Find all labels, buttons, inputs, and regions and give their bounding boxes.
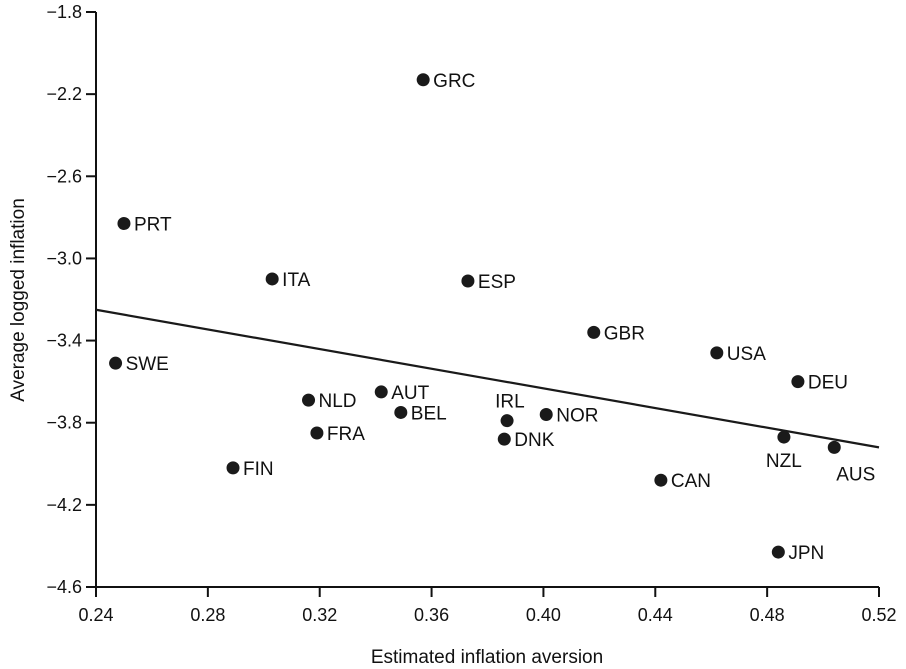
data-point-swe	[109, 356, 123, 370]
data-point-ita	[265, 272, 279, 286]
point-label-nld: NLD	[319, 391, 357, 412]
x-ticks: 0.24 0.28 0.32 0.36 0.40 0.44 0.48 0.52	[78, 587, 897, 625]
data-point-irl	[500, 414, 514, 428]
point-label-dnk: DNK	[514, 430, 554, 451]
data-point-aut	[374, 385, 388, 399]
data-point-nor	[539, 408, 553, 421]
point-label-irl: IRL	[495, 392, 525, 413]
y-tick-label: −2.2	[46, 84, 82, 104]
x-tick-label: 0.44	[638, 605, 673, 625]
point-label-grc: GRC	[433, 71, 475, 92]
axes	[95, 12, 879, 588]
x-axis-title: Estimated inflation aversion	[371, 647, 603, 668]
point-label-nzl: NZL	[766, 451, 802, 472]
y-tick-label: −4.2	[46, 495, 82, 515]
data-point-usa	[710, 346, 724, 360]
points-group: GRC PRT ITA ESP GBR USA SWE DEU AUT NLD BEL IRL NOR F…	[109, 71, 875, 564]
data-point-gbr	[587, 325, 601, 339]
data-point-nld	[302, 393, 316, 407]
x-tick-label: 0.24	[78, 605, 113, 625]
point-label-deu: DEU	[808, 373, 848, 394]
data-point-grc	[416, 73, 430, 87]
data-point-can	[654, 473, 668, 487]
data-point-bel	[394, 405, 408, 419]
x-tick-label: 0.32	[302, 605, 337, 625]
y-ticks: −1.8 −2.2 −2.6 −3.0 −3.4 −3.8 −4.2 −4.6	[46, 2, 96, 597]
point-label-jpn: JPN	[788, 543, 824, 564]
x-tick-label: 0.36	[414, 605, 449, 625]
data-point-dnk	[497, 432, 511, 446]
point-label-fra: FRA	[327, 424, 365, 445]
point-label-ita: ITA	[282, 270, 310, 291]
data-point-prt	[117, 217, 131, 231]
point-label-swe: SWE	[126, 354, 169, 375]
regression-line	[95, 308, 880, 449]
y-tick-label: −3.8	[46, 413, 82, 433]
point-label-fin: FIN	[243, 459, 274, 480]
data-point-nzl	[777, 430, 791, 444]
point-label-bel: BEL	[411, 403, 447, 424]
point-label-usa: USA	[727, 344, 766, 365]
data-point-esp	[461, 274, 475, 288]
data-point-fin	[226, 461, 240, 475]
y-tick-label: −2.6	[46, 166, 82, 186]
data-point-jpn	[771, 545, 785, 559]
data-point-fra	[310, 426, 324, 440]
point-label-aus: AUS	[836, 464, 875, 485]
x-tick-label: 0.40	[526, 605, 561, 625]
point-label-nor: NOR	[556, 406, 598, 427]
y-tick-label: −1.8	[46, 2, 82, 22]
data-point-aus	[827, 440, 841, 454]
x-tick-label: 0.52	[861, 605, 896, 625]
y-axis-title: Average logged inflation	[8, 198, 29, 402]
x-tick-label: 0.48	[750, 605, 785, 625]
point-label-aut: AUT	[391, 383, 429, 404]
fit-line-group	[95, 308, 880, 449]
y-tick-label: −3.0	[46, 248, 82, 268]
y-tick-label: −3.4	[46, 331, 82, 351]
point-label-prt: PRT	[134, 215, 172, 236]
point-label-esp: ESP	[478, 272, 516, 293]
data-point-deu	[791, 375, 805, 389]
point-label-gbr: GBR	[604, 323, 645, 344]
point-label-can: CAN	[671, 471, 711, 492]
x-tick-label: 0.28	[190, 605, 225, 625]
y-tick-label: −4.6	[46, 577, 82, 597]
